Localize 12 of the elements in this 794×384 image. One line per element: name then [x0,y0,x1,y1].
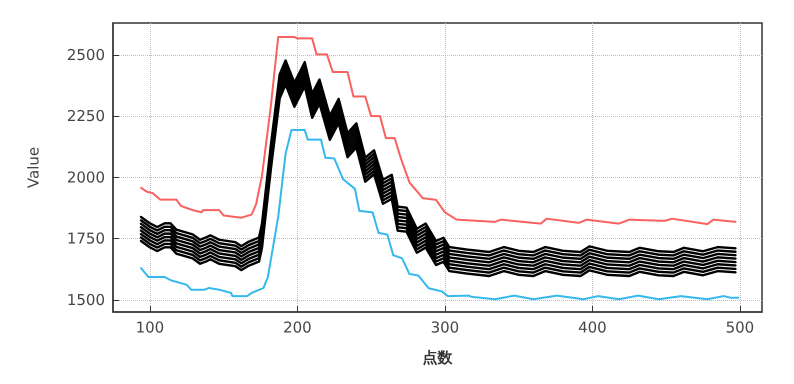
x-tick-label: 400 [578,318,607,336]
x-tick-label: 300 [430,318,460,336]
x-axis-title: 点数 [422,348,454,366]
x-tick-label: 100 [136,318,164,336]
x-tick-label: 200 [283,318,312,336]
x-tick-label: 500 [726,318,754,336]
y-tick-label: 2250 [66,107,105,126]
y-tick-label: 2000 [66,168,105,186]
y-tick-label: 1750 [66,230,105,248]
y-tick-label: 1500 [66,290,105,309]
y-axis-title: Value [24,146,42,188]
y-tick-label: 2500 [66,46,105,64]
